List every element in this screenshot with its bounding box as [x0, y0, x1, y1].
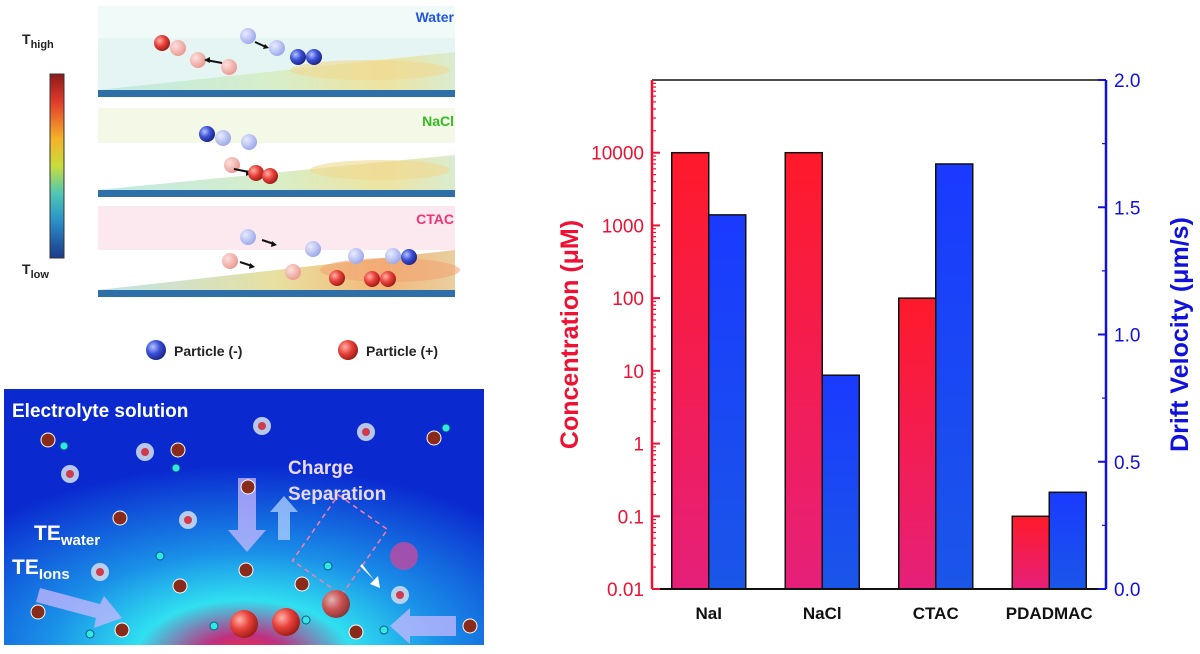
right-tick-label: 0.0	[1114, 580, 1140, 601]
x-tick-label: PDADMAC	[1006, 604, 1093, 623]
bar-drift-velocity-nai	[708, 214, 747, 590]
positive-particle-icon	[338, 340, 358, 360]
left-axis-label: Concentration (μM)	[556, 220, 584, 449]
charge-separation-box	[291, 493, 389, 597]
layer-label-nacl: NaCl	[422, 113, 454, 129]
bar-concentration-ctac	[898, 297, 937, 590]
charge-label-line1: Charge	[288, 458, 353, 479]
charge-label-line2: Separation	[288, 484, 386, 505]
layer-ctac: CTAC	[98, 206, 460, 297]
legend-negative: Particle (-)	[174, 343, 242, 359]
bar-drift-velocity-ctac	[935, 163, 974, 590]
bar-concentration-nai	[671, 151, 710, 590]
left-tick-label: 1	[633, 435, 644, 456]
t-low-label: Tlow	[22, 261, 49, 281]
t-high-label: Thigh	[22, 31, 54, 51]
layer-label-ctac: CTAC	[416, 211, 454, 227]
left-tick-label: 0.01	[607, 580, 644, 601]
temperature-colorbar	[49, 73, 65, 259]
x-tick-label: CTAC	[913, 604, 959, 623]
electrolyte-title: Electrolyte solution	[12, 401, 188, 422]
x-tick-label: NaI	[696, 604, 722, 623]
electrolyte-panel: Electrolyte solution Charge Separation T…	[4, 389, 484, 645]
left-tick-label: 100	[612, 289, 644, 310]
layer-nacl: NaCl	[98, 108, 455, 197]
bar-drift-velocity-pdadmac	[1048, 491, 1087, 590]
te-ions-label: TEIons	[12, 556, 70, 583]
schematic-panel: Thigh Tlow Water NaCl	[0, 0, 500, 649]
left-tick-label: 10000	[591, 144, 644, 165]
left-tick-label: 0.1	[618, 507, 644, 528]
x-tick-label: NaCl	[803, 604, 842, 623]
bar-drift-velocity-nacl	[821, 374, 860, 590]
te-water-label: TEwater	[34, 522, 100, 549]
right-tick-label: 0.5	[1114, 453, 1140, 474]
bar-concentration-nacl	[784, 151, 823, 590]
bar-concentration-pdadmac	[1011, 515, 1050, 590]
bar-chart: NaI NaCl CTAC PDADMAC 0.01 0.1 1 10 100 1000 10000…	[556, 71, 1194, 623]
plot-area: NaI NaCl CTAC PDADMAC 0.01 0.1 1 10 100 1000 10000…	[556, 71, 1194, 623]
negative-particle-icon	[146, 340, 166, 360]
bar-chart-panel: NaI NaCl CTAC PDADMAC 0.01 0.1 1 10 100 1000 10000…	[500, 0, 1200, 649]
layer-label-water: Water	[416, 9, 455, 25]
left-tick-label: 1000	[602, 216, 644, 237]
right-tick-label: 1.5	[1114, 198, 1140, 219]
layer-water: Water	[98, 6, 455, 97]
right-tick-label: 1.0	[1114, 326, 1140, 347]
left-tick-label: 10	[623, 362, 644, 383]
particle-legend: Particle (-) Particle (+)	[146, 340, 438, 360]
right-tick-label: 2.0	[1114, 71, 1140, 92]
right-axis-label: Drift Velocity (μm/s)	[1166, 217, 1194, 452]
schematic-svg: Thigh Tlow Water NaCl	[4, 6, 484, 645]
legend-positive: Particle (+)	[366, 343, 438, 359]
